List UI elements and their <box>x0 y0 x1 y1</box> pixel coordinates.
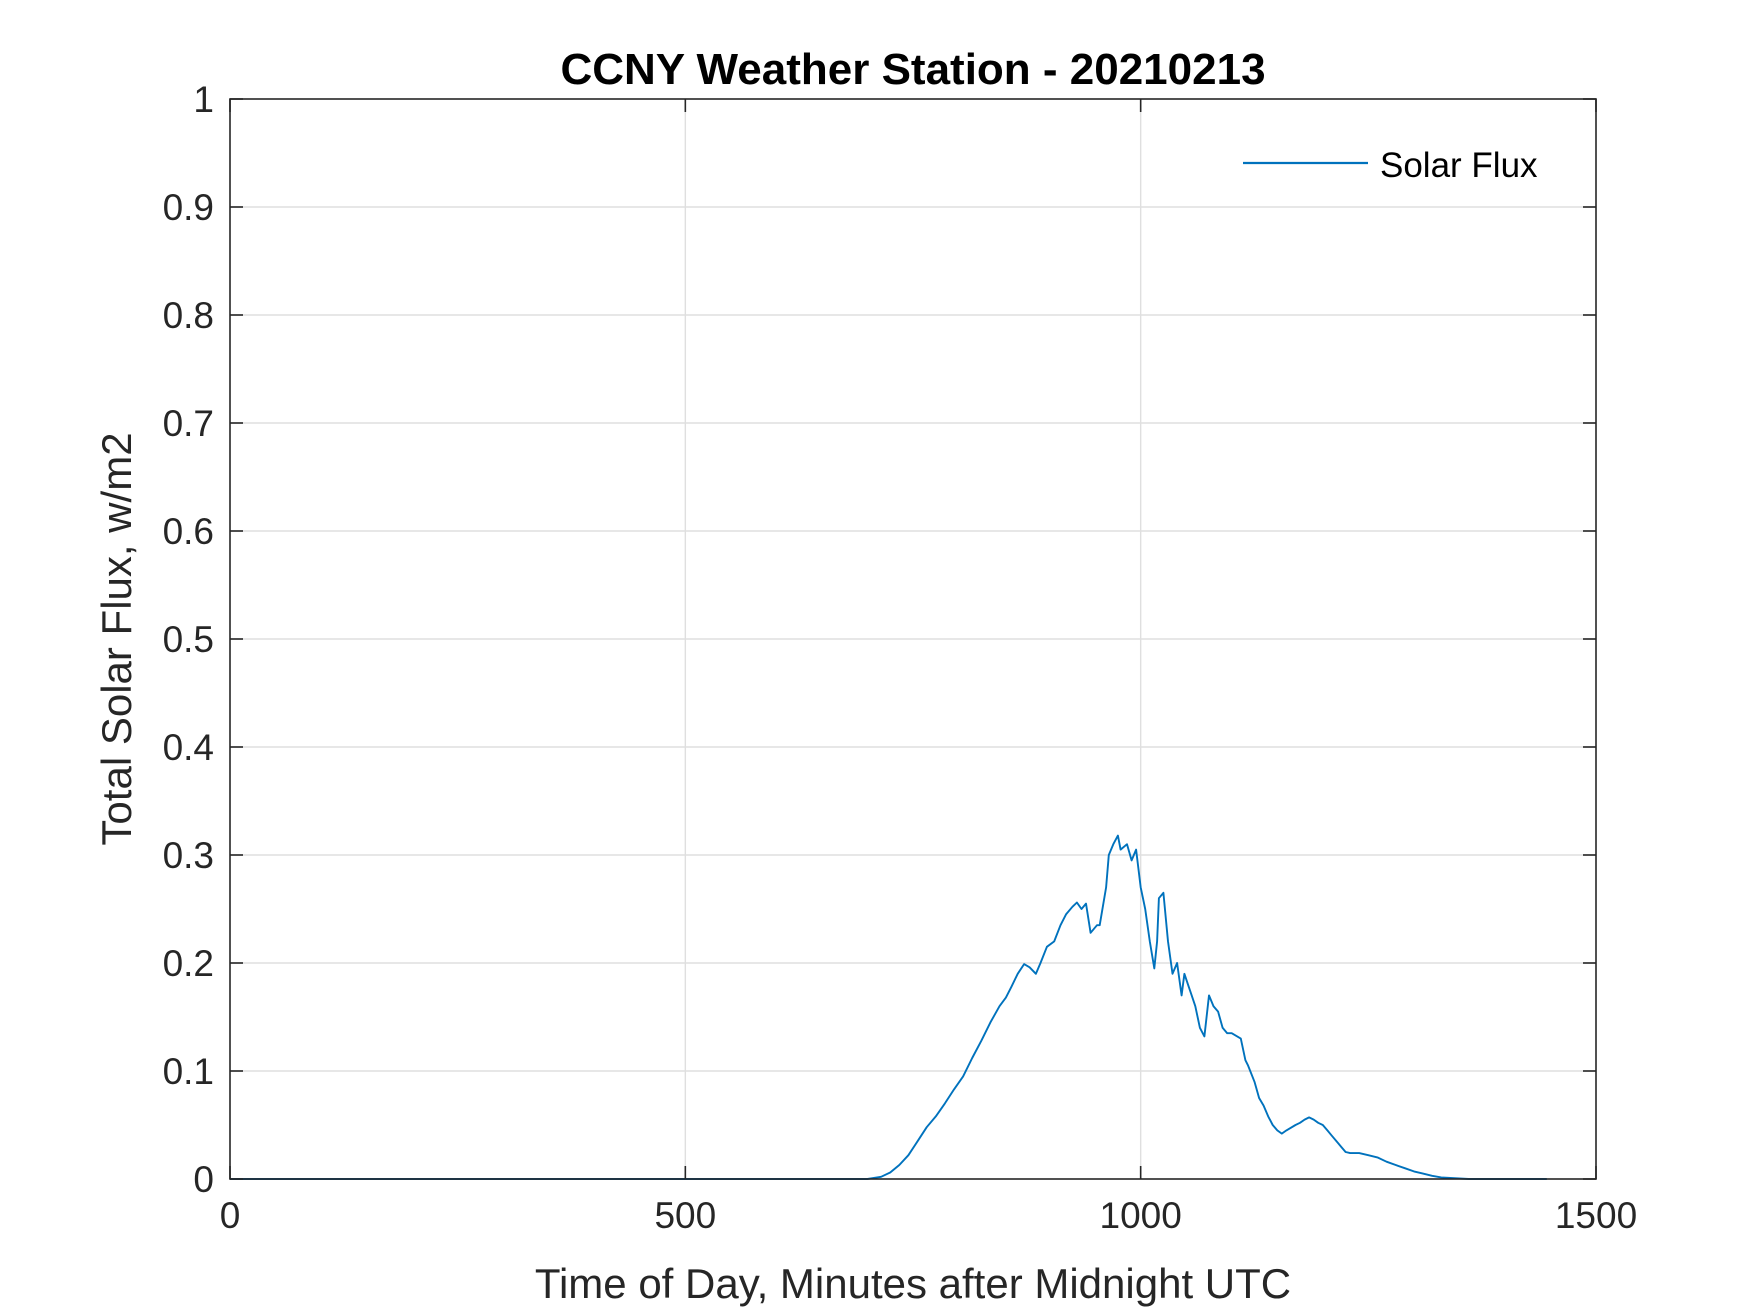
y-tick-label: 0.6 <box>163 511 214 552</box>
y-tick-label: 0.7 <box>163 403 214 444</box>
y-tick-label: 0.4 <box>163 727 214 768</box>
data-layer <box>230 834 1547 1180</box>
grid-layer <box>230 99 1596 1179</box>
chart-title: CCNY Weather Station - 20210213 <box>560 45 1265 94</box>
x-tick-label: 1000 <box>1100 1195 1182 1236</box>
y-tick-label: 0.2 <box>163 943 214 984</box>
y-axis-label: Total Solar Flux, w/m2 <box>93 432 140 845</box>
y-tick-label: 0.9 <box>163 187 214 228</box>
x-tick-label: 0 <box>220 1195 241 1236</box>
series-line-solar-flux <box>230 834 1547 1180</box>
y-tick-label: 0.3 <box>163 835 214 876</box>
tick-layer: 0 500 1000 1500 0 0.1 0.2 0.3 0.4 0.5 0.6 0.7 0.8 0.9… <box>163 79 1638 1236</box>
y-tick-label: 0.1 <box>163 1051 214 1092</box>
x-tick-label: 500 <box>654 1195 716 1236</box>
x-tick-label: 1500 <box>1555 1195 1637 1236</box>
y-tick-label: 0.8 <box>163 295 214 336</box>
y-tick-label: 0 <box>193 1159 214 1200</box>
y-tick-label: 1 <box>193 79 214 120</box>
y-tick-label: 0.5 <box>163 619 214 660</box>
legend-entry-solar-flux: Solar Flux <box>1380 146 1538 185</box>
legend: Solar Flux <box>1230 136 1570 192</box>
x-axis-label: Time of Day, Minutes after Midnight UTC <box>535 1260 1291 1307</box>
